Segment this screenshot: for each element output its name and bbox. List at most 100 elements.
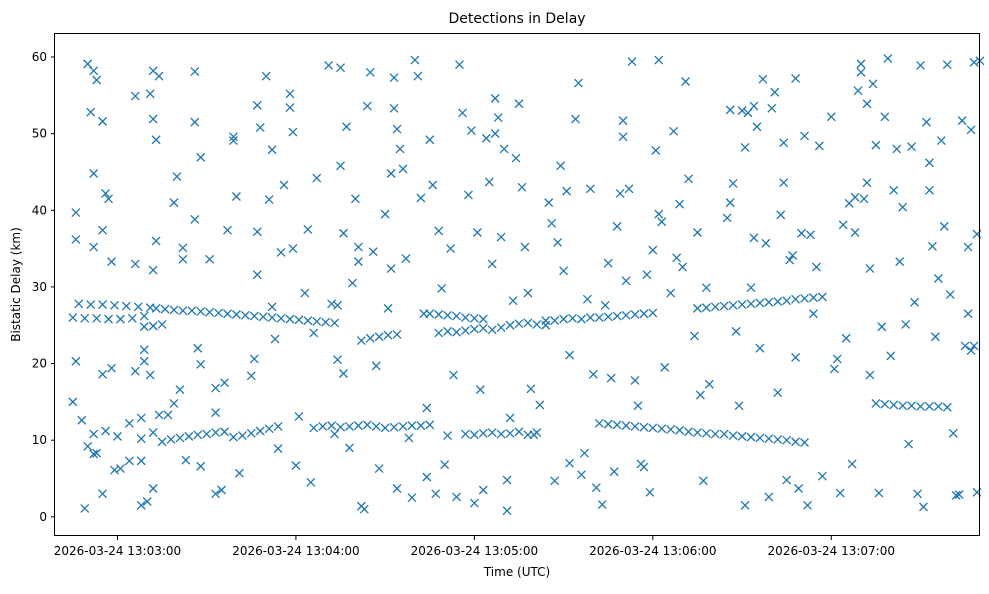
data-point bbox=[624, 184, 634, 194]
data-point bbox=[660, 362, 670, 372]
data-point bbox=[773, 434, 783, 444]
data-point bbox=[398, 421, 408, 431]
data-point bbox=[800, 131, 809, 141]
data-point bbox=[80, 313, 90, 323]
data-point bbox=[773, 388, 783, 398]
data-point bbox=[639, 462, 649, 472]
data-point bbox=[356, 336, 366, 346]
data-point bbox=[139, 311, 149, 321]
data-point bbox=[452, 492, 461, 502]
data-point bbox=[273, 421, 283, 431]
data-point bbox=[452, 311, 461, 321]
data-point bbox=[371, 421, 381, 431]
data-point bbox=[666, 288, 676, 298]
data-point bbox=[71, 356, 81, 366]
data-point bbox=[353, 421, 363, 431]
y-tick-label: 50 bbox=[32, 127, 47, 141]
data-point bbox=[565, 458, 575, 468]
data-point bbox=[148, 265, 158, 275]
data-point bbox=[794, 484, 804, 493]
data-point bbox=[559, 314, 569, 324]
data-point bbox=[954, 490, 964, 500]
data-point bbox=[428, 180, 438, 190]
data-point bbox=[936, 136, 946, 145]
data-point bbox=[621, 421, 631, 431]
data-point bbox=[850, 228, 860, 237]
data-point bbox=[785, 255, 795, 265]
data-point bbox=[130, 259, 140, 269]
data-point bbox=[416, 193, 426, 203]
data-point bbox=[728, 178, 738, 188]
data-point bbox=[261, 71, 271, 81]
data-point bbox=[107, 363, 116, 373]
data-point bbox=[743, 108, 753, 118]
data-point bbox=[365, 67, 375, 77]
data-point bbox=[312, 316, 322, 326]
x-tick-label: 2026-03-24 13:04:00 bbox=[232, 544, 359, 558]
data-point bbox=[246, 428, 256, 438]
data-point bbox=[847, 459, 857, 469]
data-point bbox=[196, 306, 206, 316]
data-point bbox=[591, 483, 601, 493]
data-point bbox=[270, 334, 280, 344]
data-point bbox=[529, 430, 539, 440]
data-point bbox=[86, 107, 96, 117]
data-point bbox=[276, 313, 286, 323]
data-point bbox=[425, 135, 435, 145]
data-point bbox=[333, 355, 343, 365]
data-point bbox=[910, 297, 920, 307]
data-point bbox=[841, 333, 851, 343]
data-point bbox=[892, 144, 902, 154]
data-point bbox=[344, 421, 354, 431]
data-point bbox=[922, 117, 931, 127]
data-point bbox=[440, 460, 450, 470]
data-point bbox=[889, 400, 899, 410]
data-point bbox=[380, 423, 390, 433]
data-point bbox=[904, 439, 914, 449]
data-point bbox=[791, 73, 801, 83]
data-point bbox=[294, 411, 304, 421]
data-point bbox=[541, 320, 551, 330]
data-point bbox=[862, 178, 872, 188]
data-point bbox=[933, 274, 943, 283]
data-point bbox=[407, 421, 417, 431]
data-point bbox=[675, 199, 685, 209]
data-point bbox=[496, 323, 506, 332]
data-point bbox=[151, 236, 161, 246]
data-point bbox=[514, 427, 524, 437]
data-point bbox=[190, 117, 200, 127]
data-point bbox=[148, 484, 158, 493]
data-point bbox=[692, 428, 702, 437]
data-point bbox=[630, 375, 640, 385]
data-point bbox=[814, 141, 824, 151]
data-point bbox=[255, 123, 265, 132]
data-point bbox=[678, 262, 688, 272]
data-point bbox=[380, 209, 390, 219]
data-point bbox=[68, 313, 78, 323]
y-tick-label: 10 bbox=[32, 433, 47, 447]
data-point bbox=[413, 71, 423, 81]
data-point bbox=[737, 431, 747, 441]
data-point bbox=[782, 475, 792, 485]
data-point bbox=[701, 428, 711, 438]
data-point bbox=[466, 126, 476, 136]
data-point bbox=[698, 476, 708, 486]
data-point bbox=[136, 434, 146, 444]
data-point bbox=[130, 366, 140, 376]
data-point bbox=[336, 63, 345, 73]
data-point bbox=[300, 288, 310, 298]
data-point bbox=[933, 402, 943, 411]
data-point bbox=[205, 254, 215, 264]
data-point bbox=[172, 172, 182, 182]
data-point bbox=[695, 390, 705, 400]
data-point bbox=[410, 55, 420, 65]
data-point bbox=[942, 402, 952, 412]
data-point bbox=[469, 430, 479, 440]
data-point bbox=[690, 331, 699, 341]
data-point bbox=[434, 226, 444, 236]
data-point bbox=[475, 385, 485, 395]
data-point bbox=[249, 311, 259, 321]
data-point bbox=[773, 297, 783, 306]
data-point bbox=[526, 384, 536, 394]
